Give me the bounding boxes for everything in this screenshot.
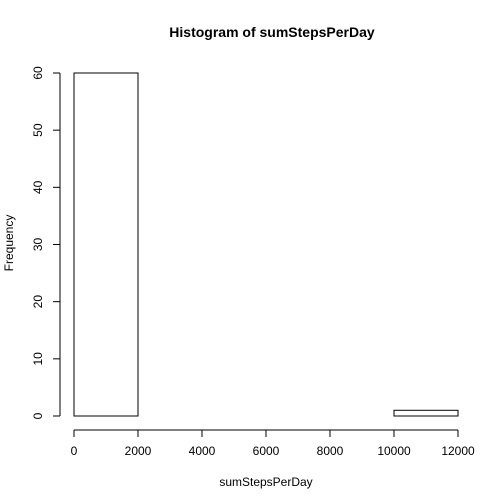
y-tick-label-4: 40	[31, 180, 45, 194]
y-tick-label-1: 10	[31, 352, 45, 366]
y-axis: 0 10 20 30 40 50 60	[31, 66, 61, 419]
y-tick-label-2: 20	[31, 295, 45, 309]
x-axis-label: sumStepsPerDay	[219, 475, 312, 489]
x-tick-label-2: 4000	[189, 444, 216, 458]
x-tick-label-4: 8000	[317, 444, 344, 458]
x-tick-label-6: 12000	[441, 444, 475, 458]
bars-group	[73, 72, 459, 417]
y-tick-label-6: 60	[31, 66, 45, 80]
x-tick-label-3: 6000	[253, 444, 280, 458]
x-tick-label-1: 2000	[125, 444, 152, 458]
chart-title: Histogram of sumStepsPerDay	[169, 24, 375, 40]
y-axis-label: Frequency	[2, 215, 16, 272]
y-tick-label-0: 0	[31, 412, 45, 419]
x-tick-label-0: 0	[71, 444, 78, 458]
x-axis: 0 2000 4000 6000 8000 10000 12000	[71, 429, 475, 458]
histogram-bar-0	[73, 72, 139, 417]
y-tick-label-3: 30	[31, 238, 45, 252]
histogram-bar-5	[393, 409, 459, 417]
y-tick-label-5: 50	[31, 123, 45, 137]
x-tick-label-5: 10000	[377, 444, 411, 458]
